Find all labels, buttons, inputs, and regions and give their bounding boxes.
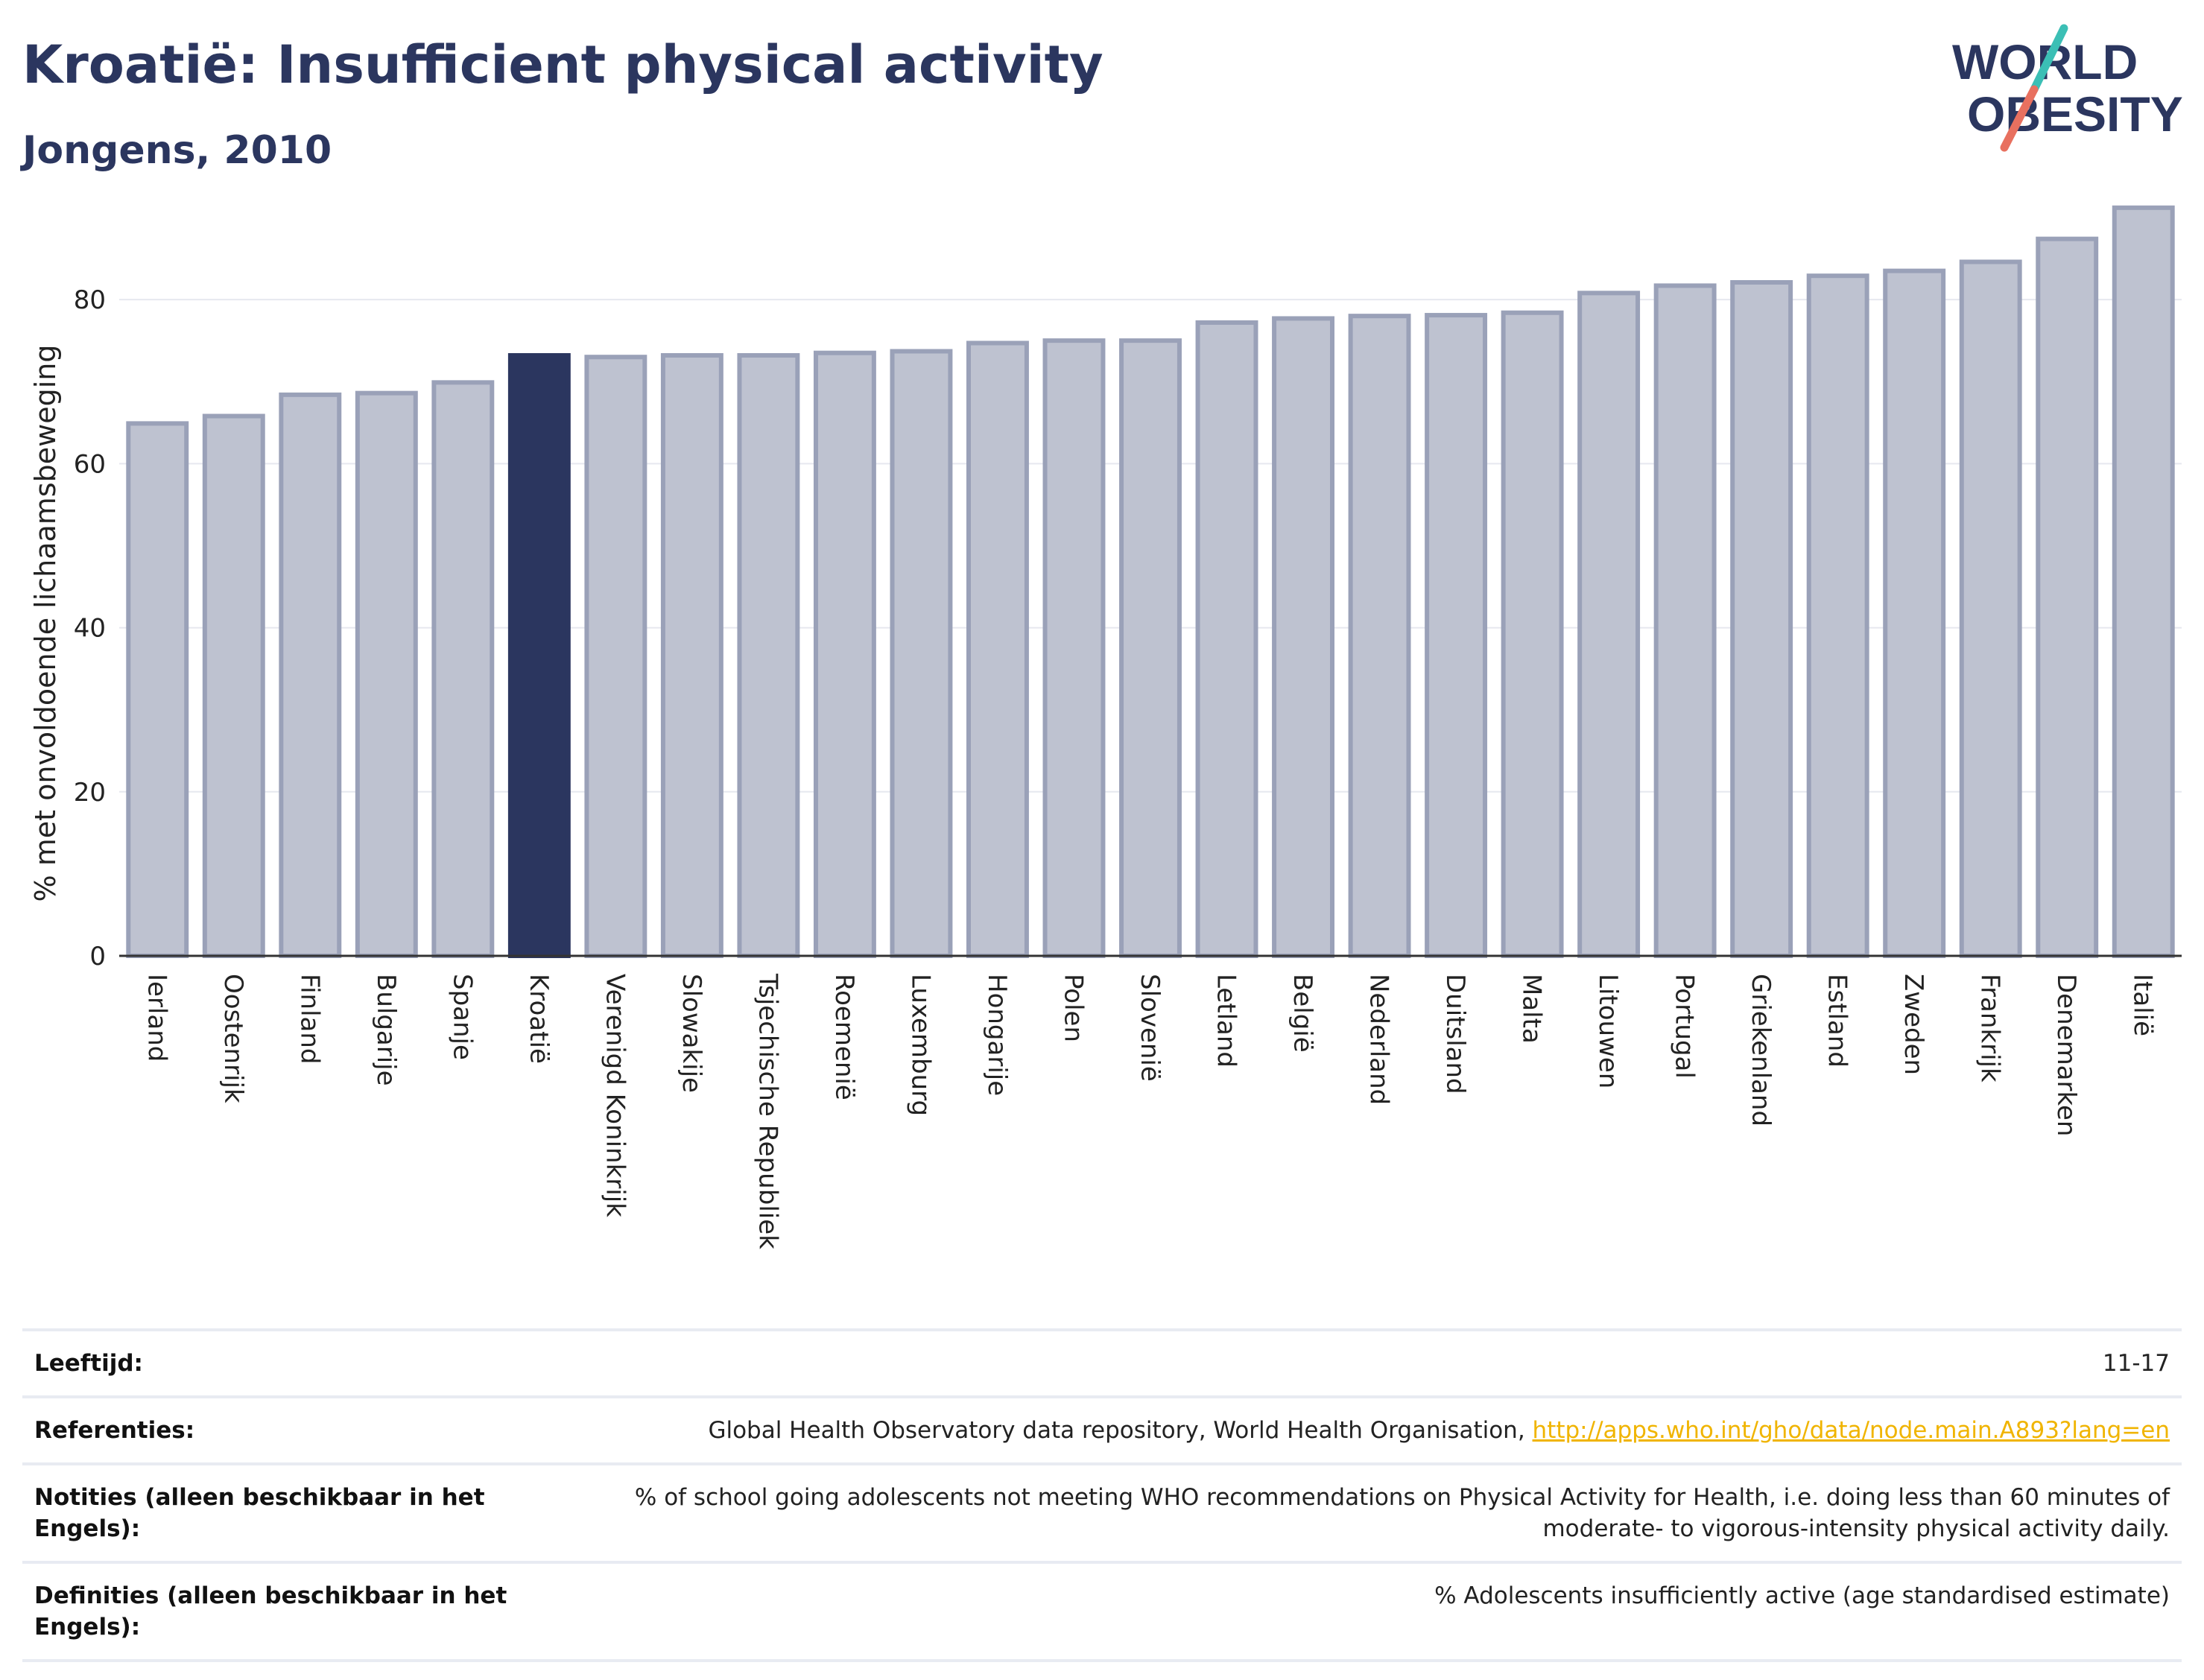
x-tick-label: Zweden	[1899, 974, 1928, 1075]
x-tick-label: Litouwen	[1593, 974, 1623, 1088]
x-tick-label: Bulgarije	[371, 974, 401, 1086]
bar	[202, 413, 265, 958]
bar	[966, 340, 1029, 958]
bar	[2112, 205, 2175, 958]
chart-subtitle: Jongens, 2010	[22, 128, 332, 173]
note-row-definitions: Definities (alleen beschikbaar in het En…	[22, 1561, 2182, 1662]
x-tick-label: Portugal	[1670, 974, 1700, 1079]
bar	[1883, 268, 1946, 958]
bar	[813, 350, 876, 958]
note-label: Referenties:	[34, 1417, 195, 1444]
y-tick-label: 80	[74, 285, 106, 315]
x-tick-label: Letland	[1212, 974, 1241, 1068]
x-tick-label: Luxemburg	[905, 974, 935, 1116]
bar	[126, 421, 189, 958]
bar	[1806, 273, 1869, 958]
y-tick-label: 0	[89, 942, 106, 971]
x-tick-label: Slowakije	[677, 974, 706, 1093]
notes-table: Leeftijd: 11-17 Referenties: Global Heal…	[22, 1328, 2182, 1662]
bar	[1119, 338, 1182, 959]
x-tick-label: Nederland	[1364, 974, 1394, 1105]
bar	[279, 392, 342, 958]
bar	[1653, 283, 1717, 959]
bar	[1577, 291, 1641, 959]
note-row-references: Referenties: Global Health Observatory d…	[22, 1395, 2182, 1462]
y-tick-label: 20	[74, 778, 106, 808]
bar	[2036, 236, 2099, 958]
x-tick-label: Malta	[1517, 974, 1547, 1044]
x-tick-label: Italië	[2128, 974, 2158, 1036]
y-tick-label: 60	[74, 449, 106, 479]
note-label: Leeftijd:	[34, 1350, 143, 1377]
note-value: % of school going adolescents not meetin…	[634, 1484, 2170, 1542]
x-tick-label: Kroatië	[524, 974, 554, 1064]
bar	[355, 390, 418, 958]
x-tick-label: Duitsland	[1440, 974, 1470, 1094]
x-tick-label: Estland	[1823, 974, 1852, 1068]
y-tick-label: 40	[74, 614, 106, 644]
x-tick-label: België	[1288, 974, 1317, 1053]
y-axis-title: % met onvoldoende lichaamsbeweging	[29, 345, 62, 902]
x-tick-label: Verenigd Koninkrijk	[600, 974, 630, 1217]
x-tick-label: Finland	[294, 974, 324, 1065]
bar	[1730, 280, 1793, 958]
reference-text: Global Health Observatory data repositor…	[708, 1417, 1525, 1444]
world-obesity-logo[interactable]: WORLD OBESITY	[1937, 21, 2183, 155]
bar	[1195, 320, 1258, 958]
bar	[1272, 316, 1334, 958]
logo-text-obesity: OBESITY	[1967, 86, 2183, 142]
bar	[890, 349, 953, 958]
x-tick-label: Frankrijk	[1975, 974, 2005, 1083]
bar	[584, 355, 647, 958]
x-tick-label: Oostenrijk	[218, 974, 248, 1103]
bar	[1425, 313, 1488, 958]
note-label: Notities (alleen beschikbaar in het Enge…	[34, 1484, 485, 1542]
note-row-age: Leeftijd: 11-17	[22, 1328, 2182, 1395]
bar	[737, 353, 800, 958]
x-tick-label: Spanje	[447, 974, 477, 1060]
logo-slash-top	[2030, 24, 2068, 94]
chart-title: Kroatië: Insufficient physical activity	[22, 34, 1103, 95]
x-tick-label: Hongarije	[982, 974, 1012, 1096]
bar	[1501, 310, 1564, 959]
x-tick-label: Polen	[1058, 974, 1088, 1042]
bar	[1348, 314, 1411, 958]
bar	[507, 353, 571, 958]
note-value: 11-17	[2102, 1350, 2170, 1377]
x-tick-label: Tsjechische Republiek	[753, 973, 782, 1249]
bar	[660, 353, 723, 958]
logo-slash-bottom	[2000, 85, 2039, 152]
note-value-references: Global Health Observatory data repositor…	[511, 1415, 2170, 1446]
note-value: % Adolescents insufficiently active (age…	[1434, 1582, 2170, 1609]
bar	[431, 380, 495, 958]
x-tick-label: Slovenië	[1135, 974, 1165, 1082]
x-tick-label: Roemenië	[829, 974, 859, 1100]
note-row-notes: Notities (alleen beschikbaar in het Enge…	[22, 1462, 2182, 1561]
x-tick-label: Griekenland	[1746, 974, 1776, 1126]
x-tick-label: Denemarken	[2051, 974, 2081, 1136]
note-label: Definities (alleen beschikbaar in het En…	[34, 1582, 507, 1641]
bar-chart: 0 20 40 60 80 Ierland Oostenrijk Finland Bulgari…	[29, 205, 2182, 1249]
x-tick-label: Ierland	[142, 974, 171, 1062]
bar	[1959, 259, 2022, 959]
bar	[1042, 338, 1106, 959]
reference-link[interactable]: http://apps.who.int/gho/data/node.main.A…	[1532, 1417, 2170, 1444]
